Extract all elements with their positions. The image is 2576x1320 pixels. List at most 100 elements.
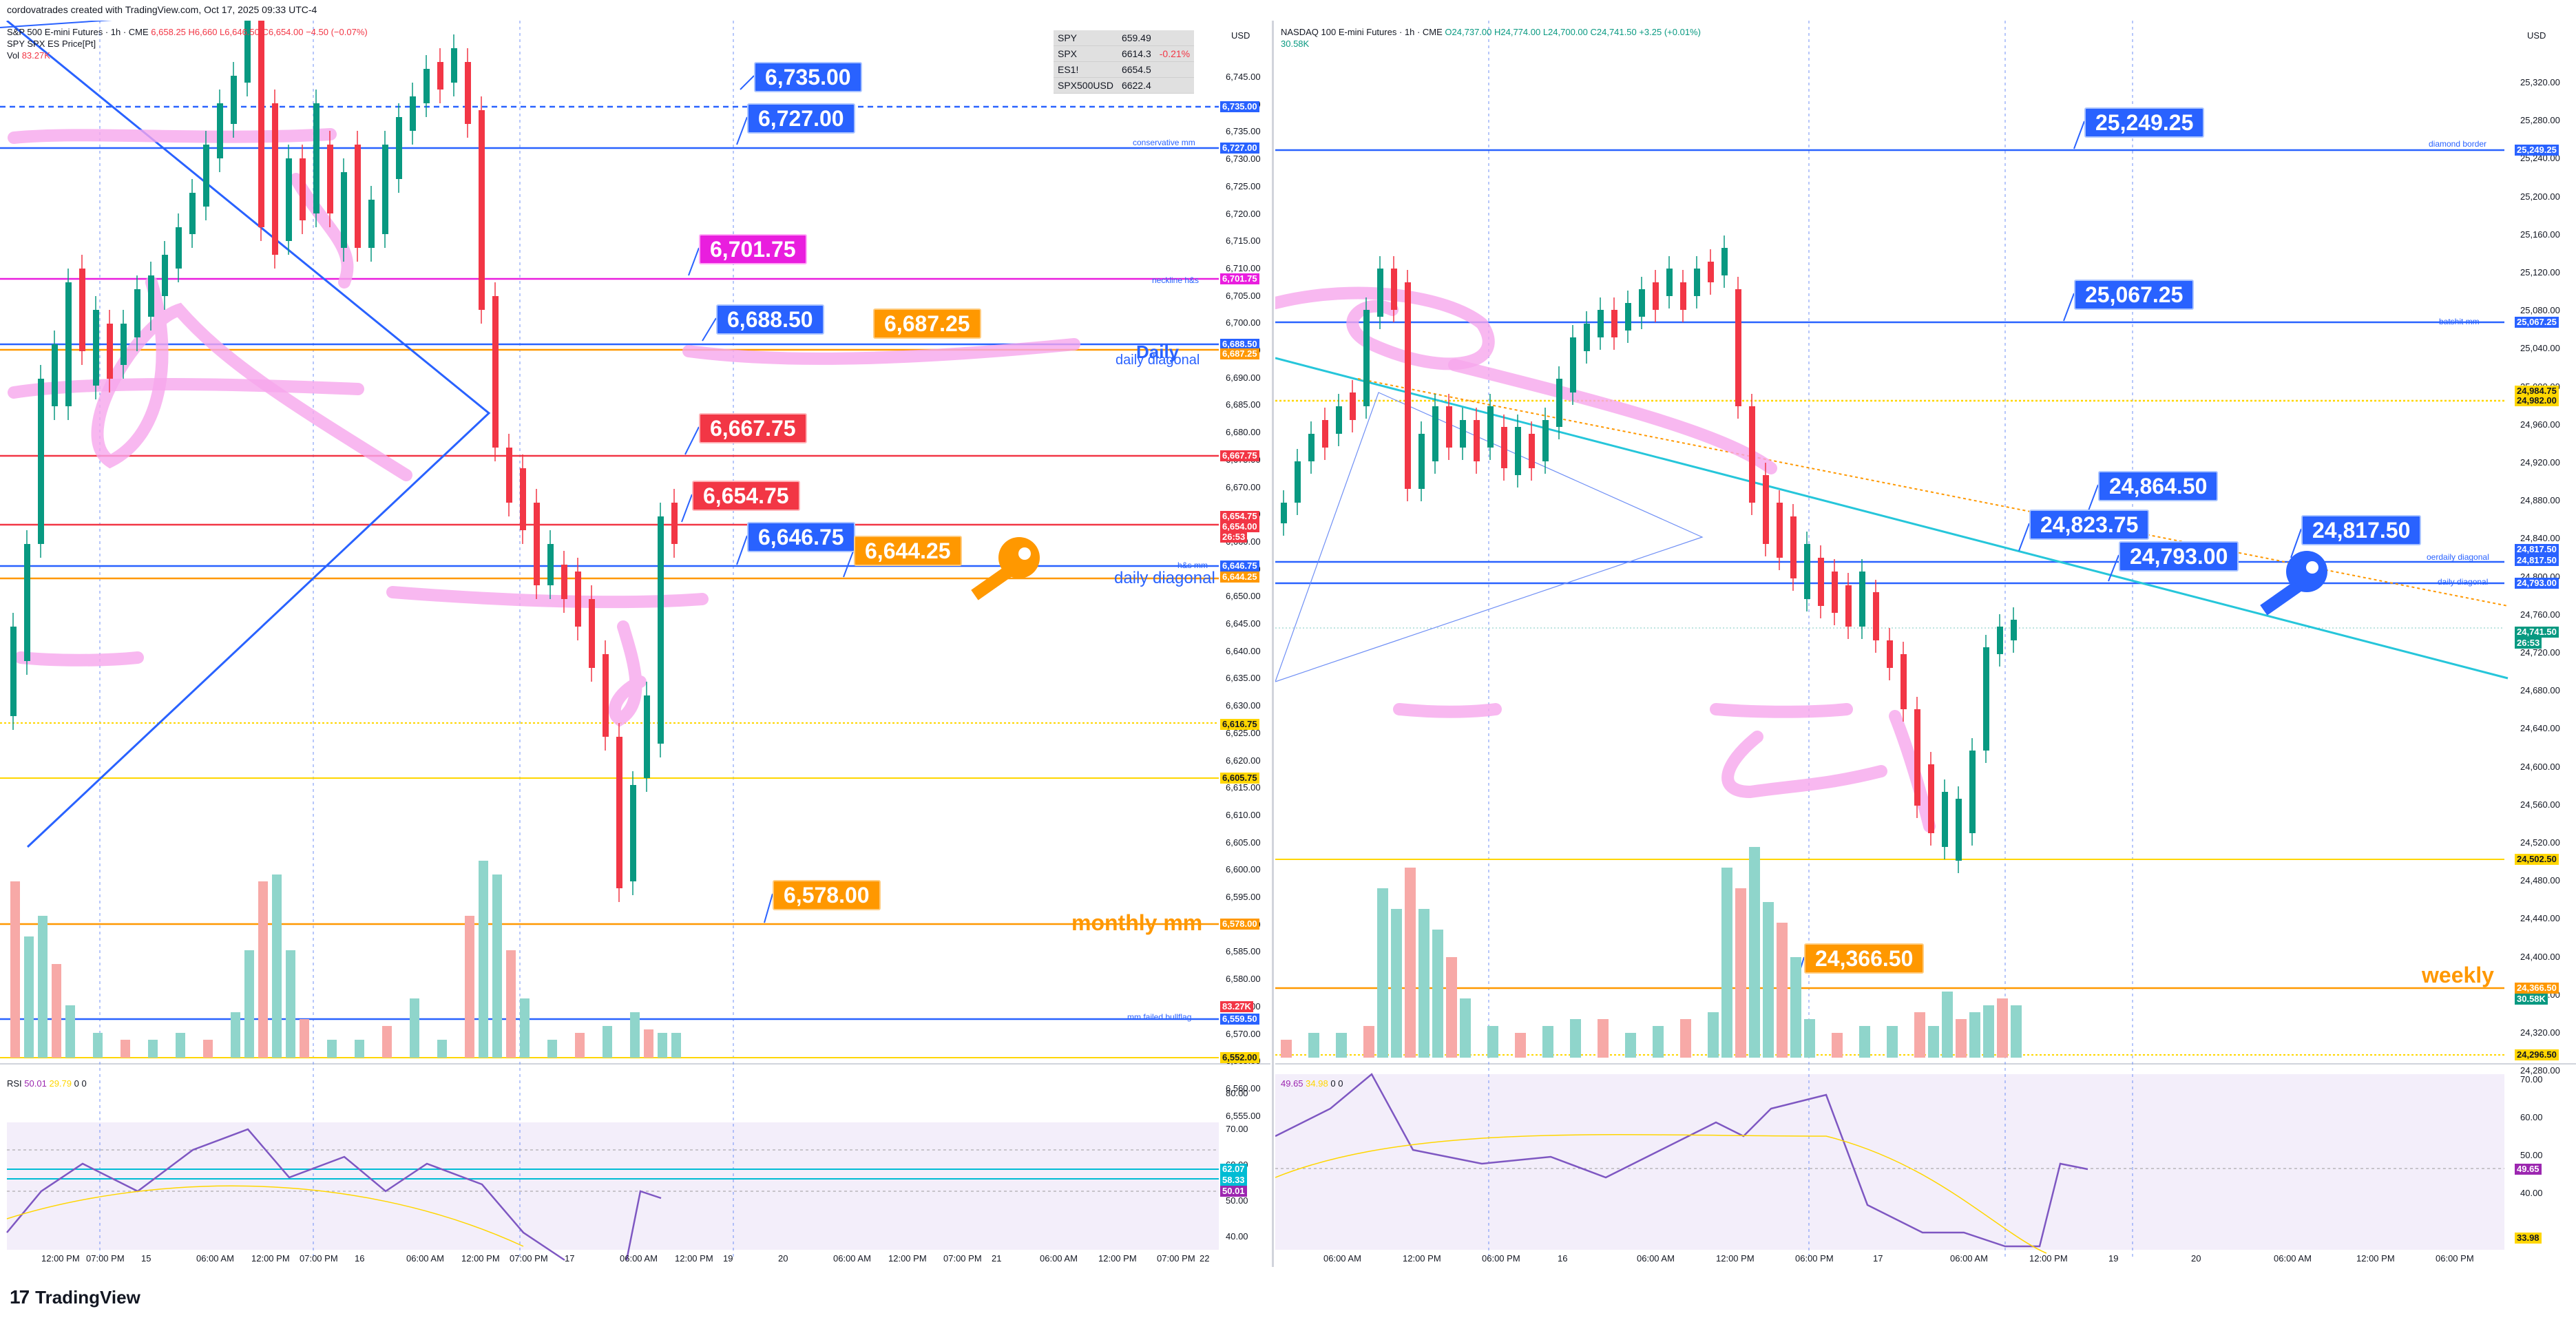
watch-row[interactable]: SPY 659.49 [1054,30,1195,46]
price-tag[interactable]: 24,366.50 [1804,943,1925,974]
time-axis-tick: 16 [355,1253,365,1264]
line-label-batshit: batshit mm [2439,317,2480,326]
trend-line [0,21,112,28]
watch-value: 6622.4 [1117,77,1155,94]
left-rsi-legend: RSI 50.01 29.79 0 0 [7,1078,87,1089]
rsi-v3: 0 [1330,1078,1336,1089]
volume-bar [1487,1026,1498,1058]
price-axis-tick: 6,600.00 [1226,864,1261,875]
freehand-highlight [1889,710,1936,832]
volume-bar [1777,923,1788,1058]
price-tag[interactable]: 24,823.75 [2029,510,2150,540]
right-chart-pane[interactable]: NASDAQ 100 E-mini Futures · 1h · CME O24… [1275,21,2576,1267]
price-axis-tick: 24,440.00 [2520,913,2560,924]
tag-pointer [736,535,748,565]
candle-body [1336,406,1342,434]
price-tag[interactable]: 6,667.75 [699,413,807,443]
volume-bar [1708,1012,1719,1058]
volume-bar [382,1026,392,1058]
price-tag[interactable]: 25,249.25 [2084,107,2205,138]
volume-bar [1625,1033,1636,1058]
tag-pointer [2063,293,2075,322]
volume-bar [203,1040,213,1058]
left-symbol: S&P 500 E-mini Futures · 1h · CME [7,27,149,37]
price-tag[interactable]: 6,578.00 [773,880,881,910]
tag-pointer [2108,554,2119,582]
volume-bar [38,916,48,1058]
price-axis-tick: 6,580.00 [1226,974,1261,985]
time-axis-tick: 21 [992,1253,1002,1264]
price-tag[interactable]: 25,067.25 [2074,280,2195,310]
price-badge: 6,646.75 [1220,561,1259,572]
volume-bar [300,1019,309,1058]
price-tag[interactable]: 24,817.50 [2301,515,2422,545]
candle-body [162,255,168,296]
candle-body [479,110,485,310]
tag-pointer [2018,523,2030,552]
watch-symbol: SPX500USD [1054,77,1118,94]
candle-body [1653,282,1659,310]
rsi-axis-tick: 80.00 [1226,1088,1248,1098]
volume-bar [1446,957,1457,1058]
time-axis-tick: 19 [2108,1253,2119,1264]
watch-row[interactable]: ES1! 6654.5 [1054,61,1195,78]
volume-bar [1983,1005,1994,1058]
candle-body [107,324,113,379]
price-tag[interactable]: 6,727.00 [747,103,855,134]
tradingview-footer[interactable]: 17 TradingView [10,1286,140,1308]
price-tag[interactable]: 6,688.50 [716,304,824,335]
candle-body [1666,269,1673,296]
price-axis-tick: 6,650.00 [1226,591,1261,602]
candle-body [396,117,402,179]
watchlist-widget[interactable]: SPY 659.49 SPX 6614.3 -0.21% ES1! 6654.5 SPX… [1054,30,1195,94]
price-tag[interactable]: 6,687.25 [873,308,981,339]
right-rsi-legend: 49.65 34.98 0 0 [1281,1078,1343,1089]
volume-bar [479,861,488,1058]
freehand-highlight [14,651,144,667]
watch-value: 6614.3 [1117,45,1155,62]
volume-bar [1363,1026,1374,1058]
volume-bar [492,874,502,1058]
tag-pointer [2087,484,2099,513]
tag-pointer [684,426,700,455]
candle-body [1584,324,1590,351]
price-tag[interactable]: 6,646.75 [747,522,855,552]
right-ohlc: O24,737.00 H24,774.00 L24,700.00 C24,741… [1445,27,1701,37]
candle-body [79,269,85,351]
freehand-highlight [1721,731,1887,799]
candle-body [437,62,443,90]
volume-bar [547,1040,557,1058]
price-tag[interactable]: 24,793.00 [2119,541,2239,572]
time-axis-tick: 06:00 AM [620,1253,658,1264]
candle-body [1804,544,1810,599]
price-tag[interactable]: 24,864.50 [2098,471,2219,501]
candle-body [189,193,196,234]
volume-bar [148,1040,158,1058]
watch-row[interactable]: SPX500USD 6622.4 [1054,77,1195,94]
price-badge: 6,616.75 [1220,719,1259,730]
candle-body [286,158,292,241]
volume-bar [286,950,295,1058]
rsi-value: 50.01 [24,1078,47,1089]
candle-body [561,565,567,599]
price-axis-tick: 24,480.00 [2520,875,2560,886]
price-axis-tick: 6,720.00 [1226,208,1261,219]
price-tag[interactable]: 6,701.75 [699,234,807,264]
pane-divider[interactable] [1272,21,1274,1267]
left-chart-canvas[interactable] [0,21,1270,1267]
rsi-ma-value: 34.98 [1306,1078,1328,1089]
right-chart-canvas[interactable] [1275,21,2576,1267]
price-badge: 6,688.50 [1220,339,1259,350]
left-chart-pane[interactable]: S&P 500 E-mini Futures · 1h · CME 6,658.… [0,21,1270,1267]
volume-bar [1721,868,1732,1058]
price-tag[interactable]: 6,735.00 [754,62,862,92]
price-axis-tick: 24,640.00 [2520,723,2560,734]
candle-body [1556,379,1562,427]
time-axis-tick: 06:00 PM [2436,1253,2474,1264]
candle-body [1777,503,1783,558]
time-axis-tick: 06:00 AM [1637,1253,1675,1264]
watch-row[interactable]: SPX 6614.3 -0.21% [1054,45,1195,62]
price-tag[interactable]: 6,654.75 [692,481,800,511]
price-badge: 6,687.25 [1220,348,1259,359]
price-tag[interactable]: 6,644.25 [854,536,962,566]
